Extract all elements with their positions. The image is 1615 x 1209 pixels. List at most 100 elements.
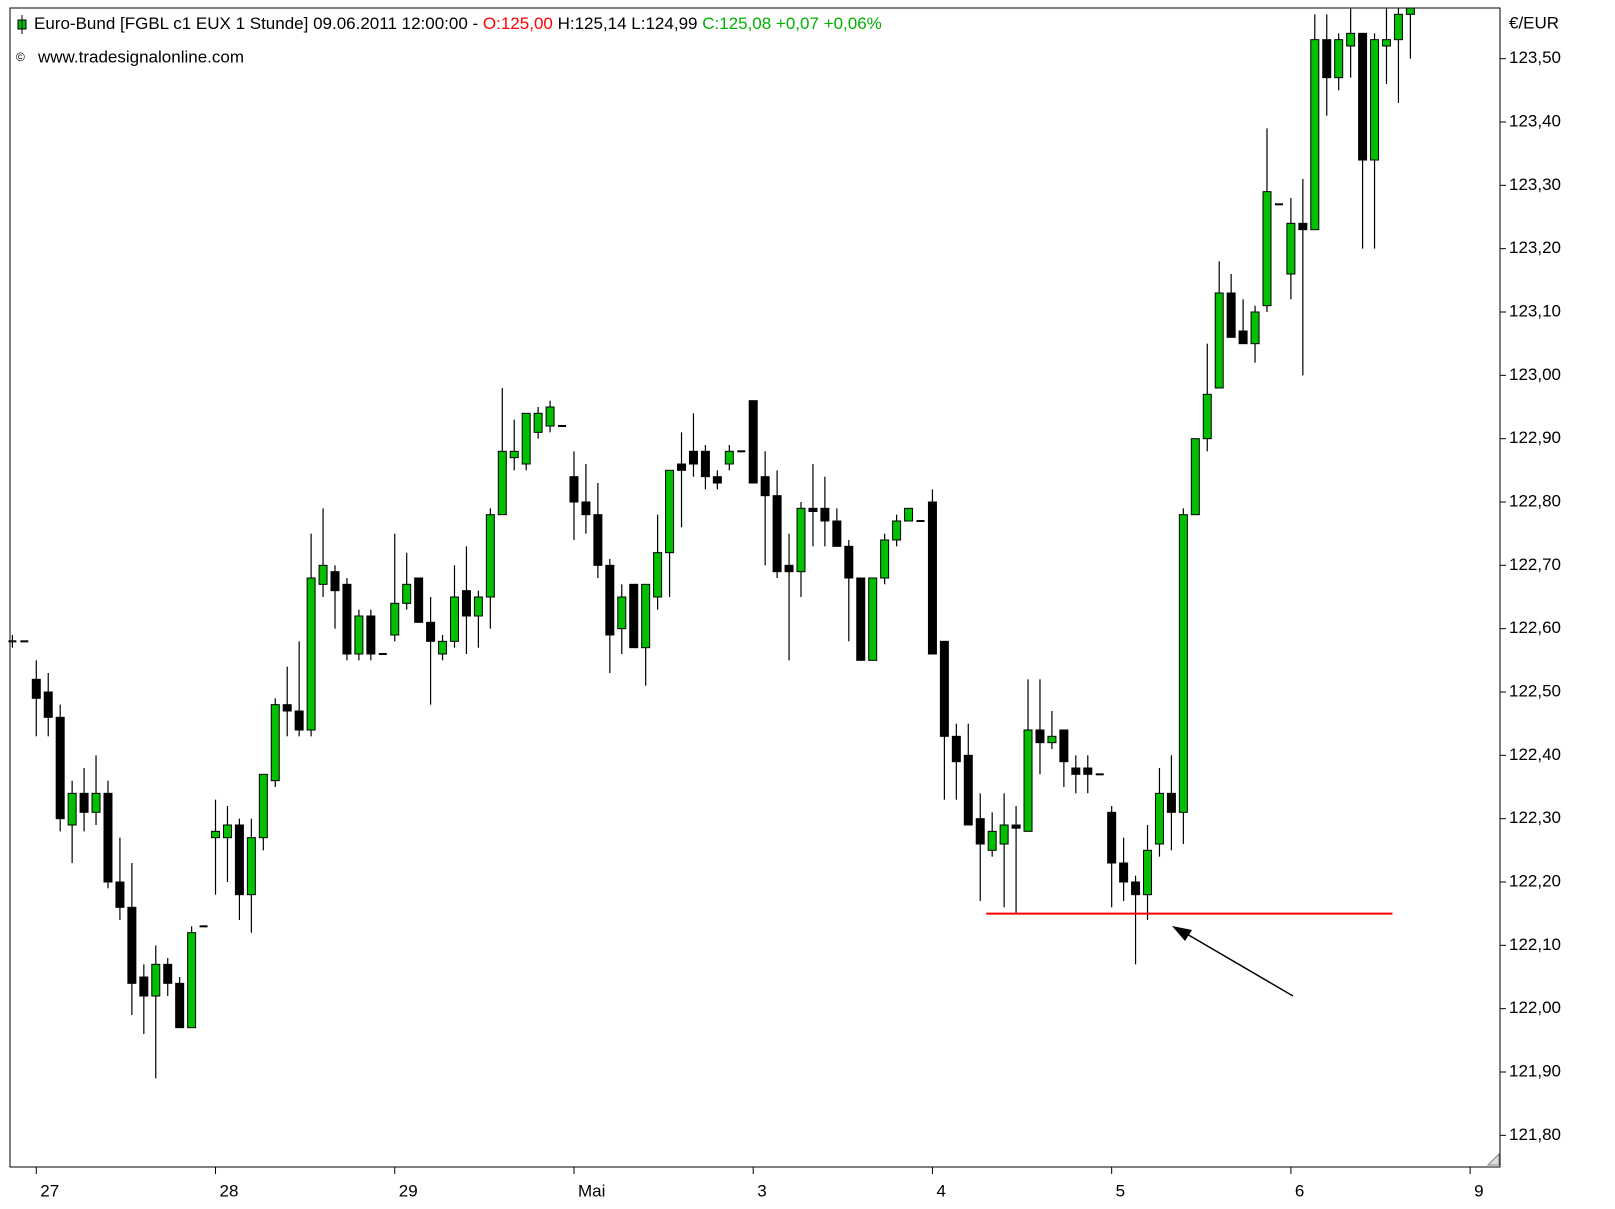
- candle-body: [414, 577, 424, 623]
- y-tick-label: 123,00: [1509, 365, 1561, 384]
- candle-body: [856, 577, 866, 661]
- y-tick-label: 122,80: [1509, 491, 1561, 510]
- y-tick-label: 122,90: [1509, 428, 1561, 447]
- candle-body: [927, 501, 937, 655]
- candle-body: [115, 881, 125, 908]
- candle-body: [569, 476, 579, 503]
- candle-body: [282, 704, 292, 712]
- y-tick-label: 122,10: [1509, 935, 1561, 954]
- candle-body: [963, 754, 973, 826]
- x-tick-label: 5: [1116, 1181, 1125, 1200]
- y-tick-label: 123,20: [1509, 238, 1561, 257]
- y-tick-label: 121,90: [1509, 1061, 1561, 1080]
- candle-body: [712, 476, 722, 484]
- candle-body: [1023, 729, 1033, 832]
- candle-body: [270, 704, 280, 782]
- chart-title: Euro-Bund [FGBL c1 EUX 1 Stunde] 09.06.2…: [34, 14, 882, 33]
- candle-body: [473, 596, 483, 617]
- candle-body: [342, 583, 352, 655]
- candle-body: [700, 450, 710, 478]
- x-tick-label: 9: [1474, 1181, 1483, 1200]
- candle-body: [151, 963, 161, 997]
- candle-body: [67, 792, 77, 826]
- candle-body: [999, 824, 1009, 845]
- candle-body: [187, 932, 197, 1029]
- y-tick-label: 122,40: [1509, 745, 1561, 764]
- candle-body: [449, 596, 459, 642]
- candle-body: [306, 577, 316, 731]
- y-tick-label: 122,20: [1509, 871, 1561, 890]
- candle-body: [904, 507, 914, 522]
- candle-body: [1143, 849, 1153, 896]
- candle-body: [1370, 39, 1380, 161]
- candle-body: [1381, 39, 1391, 47]
- candle-body: [438, 640, 448, 655]
- candle-body: [390, 602, 400, 636]
- candle-body: [1238, 330, 1248, 345]
- candle-body: [677, 463, 687, 471]
- candle-body: [1346, 32, 1356, 47]
- candle-body: [1393, 13, 1403, 41]
- candle-body: [330, 571, 340, 592]
- candle-body: [593, 514, 603, 566]
- candle-body: [1250, 311, 1260, 345]
- candle-body: [211, 830, 221, 839]
- candle-body: [1131, 881, 1141, 896]
- candle-body: [1214, 292, 1224, 389]
- candle-body: [55, 716, 65, 820]
- candle-body: [1190, 438, 1200, 516]
- candle-body: [808, 507, 818, 513]
- x-tick-label: 29: [399, 1181, 418, 1200]
- candle-body: [1334, 39, 1344, 79]
- candle-body: [461, 590, 471, 617]
- candle-body: [485, 514, 495, 598]
- candle-body: [1358, 32, 1368, 161]
- candle-body: [868, 577, 878, 661]
- candle-body: [1119, 862, 1129, 883]
- copyright: ©: [16, 50, 25, 64]
- y-tick-label: 123,10: [1509, 301, 1561, 320]
- candle-body: [1226, 292, 1236, 338]
- candle-body: [605, 564, 615, 636]
- candle-body: [103, 792, 113, 883]
- candle-body: [1154, 792, 1164, 845]
- candle-body: [354, 615, 364, 655]
- candle-body: [139, 976, 149, 997]
- candle-body: [796, 507, 806, 573]
- candle-body: [163, 963, 173, 984]
- candle-body: [1405, 7, 1415, 15]
- candle-body: [892, 520, 902, 541]
- candle-body: [1166, 792, 1176, 813]
- candle-body: [1047, 735, 1057, 744]
- candle-body: [641, 583, 651, 649]
- y-tick-label: 121,80: [1509, 1125, 1561, 1144]
- candle-body: [258, 773, 268, 839]
- plot-frame: [9, 7, 1501, 1168]
- candle-body: [1322, 39, 1332, 79]
- candle-body: [521, 412, 531, 465]
- candle-body: [724, 450, 734, 465]
- close-value: C:125,08 +0,07 +0,06%: [702, 14, 882, 33]
- candle-body: [1107, 811, 1117, 864]
- candle-body: [294, 710, 304, 731]
- open-value: O:125,00: [483, 14, 553, 33]
- candle-body: [127, 906, 137, 984]
- candle-body: [820, 507, 830, 522]
- candle-body: [1298, 222, 1308, 231]
- y-tick-label: 123,50: [1509, 48, 1561, 67]
- candle-body: [43, 691, 53, 718]
- candle-body: [629, 583, 639, 649]
- candle-body: [175, 982, 185, 1029]
- candle-body: [545, 406, 555, 427]
- y-tick-label: 123,40: [1509, 111, 1561, 130]
- x-tick-label: 27: [40, 1181, 59, 1200]
- candle-body: [1059, 729, 1069, 763]
- candle-body: [987, 830, 997, 851]
- y-tick-label: 122,00: [1509, 998, 1561, 1017]
- y-tick-label: 122,30: [1509, 808, 1561, 827]
- candle-body: [509, 450, 519, 459]
- candle-body: [91, 792, 101, 813]
- candle-body: [246, 837, 256, 896]
